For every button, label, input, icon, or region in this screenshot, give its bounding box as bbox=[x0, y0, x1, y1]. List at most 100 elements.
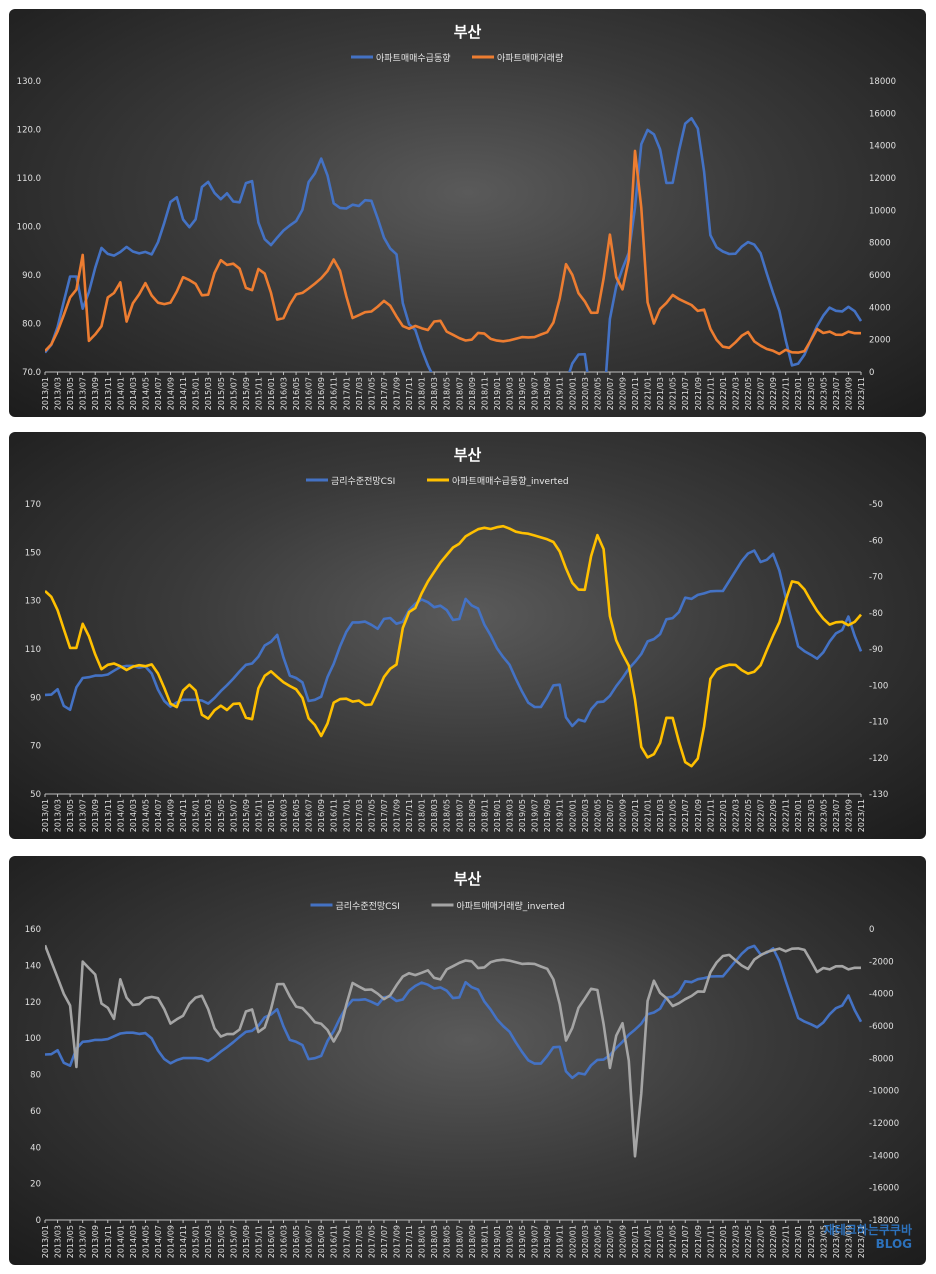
legend-item: 아파트매매수급동향 bbox=[351, 52, 451, 64]
x-tick-label: 2022/05 bbox=[744, 799, 753, 832]
x-tick-label: 2020/01 bbox=[568, 1225, 577, 1258]
x-tick-label: 2023/03 bbox=[807, 799, 816, 832]
x-tick-label: 2020/07 bbox=[606, 377, 615, 410]
y-left-tick-label: 20 bbox=[30, 1180, 41, 1190]
x-tick-label: 2022/09 bbox=[769, 1225, 778, 1258]
x-tick-label: 2019/09 bbox=[543, 377, 552, 410]
x-tick-label: 2016/05 bbox=[292, 799, 301, 832]
x-tick-label: 2016/09 bbox=[317, 1225, 326, 1258]
x-tick-label: 2018/01 bbox=[418, 377, 427, 410]
y-left-tick-label: 90 bbox=[30, 693, 41, 703]
x-tick-label: 2015/07 bbox=[229, 377, 238, 410]
y-right-tick-label: -100 bbox=[869, 681, 888, 691]
series-line bbox=[45, 944, 863, 1080]
y-right-tick-label: 0 bbox=[869, 368, 874, 378]
y-left-tick-label: 170 bbox=[25, 500, 41, 510]
x-tick-label: 2020/01 bbox=[568, 377, 577, 410]
y-left-tick-label: 80.0 bbox=[22, 320, 41, 330]
y-left-tick-label: 120.0 bbox=[17, 126, 41, 136]
x-tick-label: 2018/07 bbox=[455, 1225, 464, 1258]
y-right-tick-label: -130 bbox=[869, 790, 888, 800]
x-tick-label: 2016/05 bbox=[292, 1225, 301, 1258]
x-tick-label: 2016/11 bbox=[330, 1225, 339, 1258]
x-tick-label: 2015/05 bbox=[217, 1225, 226, 1258]
x-tick-label: 2016/01 bbox=[267, 1225, 276, 1258]
x-tick-label: 2015/03 bbox=[204, 1225, 213, 1258]
x-tick-label: 2014/03 bbox=[129, 377, 138, 410]
x-tick-label: 2023/01 bbox=[794, 799, 803, 832]
x-tick-label: 2017/01 bbox=[342, 377, 351, 410]
x-tick-label: 2022/03 bbox=[731, 1225, 740, 1258]
series-line bbox=[45, 116, 863, 372]
y-right-tick-label: 16000 bbox=[869, 109, 896, 119]
x-tick-label: 2017/07 bbox=[380, 799, 389, 832]
x-tick-label: 2019/01 bbox=[493, 799, 502, 832]
x-tick-label: 2023/11 bbox=[857, 1225, 866, 1258]
y-left-tick-label: 100.0 bbox=[17, 223, 41, 233]
x-tick-label: 2021/03 bbox=[656, 377, 665, 410]
x-tick-label: 2014/01 bbox=[116, 1225, 125, 1258]
x-tick-label: 2019/09 bbox=[543, 1225, 552, 1258]
watermark: 재테크하는쿠쿠바 BLOG bbox=[824, 1223, 912, 1251]
series-line bbox=[45, 524, 862, 768]
x-tick-label: 2019/01 bbox=[493, 1225, 502, 1258]
x-tick-label: 2021/11 bbox=[706, 377, 715, 410]
x-tick-label: 2013/03 bbox=[54, 799, 63, 832]
y-left-tick-label: 0 bbox=[36, 1216, 41, 1226]
series-line bbox=[45, 549, 863, 728]
x-tick-label: 2017/11 bbox=[405, 1225, 414, 1258]
x-tick-label: 2016/09 bbox=[317, 799, 326, 832]
x-tick-label: 2014/07 bbox=[154, 377, 163, 410]
chart-title: 부산 bbox=[454, 446, 482, 464]
y-right-tick-label: 0 bbox=[869, 925, 874, 935]
x-tick-label: 2017/01 bbox=[342, 799, 351, 832]
legend-item: 금리수준전망CSI bbox=[310, 901, 400, 912]
x-tick-label: 2019/07 bbox=[531, 1225, 540, 1258]
x-tick-label: 2013/05 bbox=[66, 799, 75, 832]
x-tick-label: 2021/07 bbox=[681, 799, 690, 832]
x-tick-label: 2022/05 bbox=[744, 1225, 753, 1258]
x-tick-label: 2014/05 bbox=[141, 1225, 150, 1258]
x-tick-label: 2020/01 bbox=[568, 799, 577, 832]
legend-label: 아파트매매거래량_inverted bbox=[457, 900, 565, 912]
x-tick-label: 2022/11 bbox=[782, 799, 791, 832]
x-tick-label: 2022/09 bbox=[769, 377, 778, 410]
x-tick-label: 2018/11 bbox=[480, 1225, 489, 1258]
x-tick-label: 2022/07 bbox=[757, 377, 766, 410]
x-tick-label: 2020/09 bbox=[618, 377, 627, 410]
y-left-tick-label: 140 bbox=[25, 961, 41, 971]
y-right-tick-label: -12000 bbox=[869, 1119, 899, 1129]
x-tick-label: 2018/07 bbox=[455, 799, 464, 832]
x-tick-label: 2020/05 bbox=[593, 1225, 602, 1258]
x-tick-label: 2015/05 bbox=[217, 377, 226, 410]
y-left-tick-label: 130.0 bbox=[17, 77, 41, 87]
x-tick-label: 2019/03 bbox=[505, 377, 514, 410]
x-tick-label: 2022/01 bbox=[719, 377, 728, 410]
x-tick-label: 2018/11 bbox=[480, 799, 489, 832]
x-tick-label: 2015/03 bbox=[204, 377, 213, 410]
y-right-tick-label: 6000 bbox=[869, 271, 891, 281]
x-tick-label: 2017/05 bbox=[367, 1225, 376, 1258]
x-tick-label: 2020/05 bbox=[593, 799, 602, 832]
x-tick-label: 2013/01 bbox=[41, 799, 50, 832]
x-tick-label: 2022/07 bbox=[757, 799, 766, 832]
y-right-tick-label: 8000 bbox=[869, 239, 891, 249]
x-tick-label: 2023/09 bbox=[844, 799, 853, 832]
x-tick-label: 2017/09 bbox=[393, 377, 402, 410]
x-tick-label: 2023/09 bbox=[844, 1225, 853, 1258]
x-tick-label: 2020/03 bbox=[581, 1225, 590, 1258]
x-tick-label: 2016/11 bbox=[330, 377, 339, 410]
x-tick-label: 2014/01 bbox=[116, 799, 125, 832]
legend-item: 아파트매매수급동향_inverted bbox=[427, 475, 569, 487]
x-tick-label: 2021/05 bbox=[669, 799, 678, 832]
x-tick-label: 2015/01 bbox=[192, 1225, 201, 1258]
x-tick-label: 2016/07 bbox=[305, 377, 314, 410]
x-tick-label: 2020/11 bbox=[631, 1225, 640, 1258]
chart-title: 부산 bbox=[454, 23, 482, 41]
legend-item: 금리수준전망CSI bbox=[306, 476, 395, 487]
x-tick-label: 2017/11 bbox=[405, 799, 414, 832]
x-tick-label: 2015/03 bbox=[204, 799, 213, 832]
y-right-tick-label: -70 bbox=[869, 573, 883, 583]
